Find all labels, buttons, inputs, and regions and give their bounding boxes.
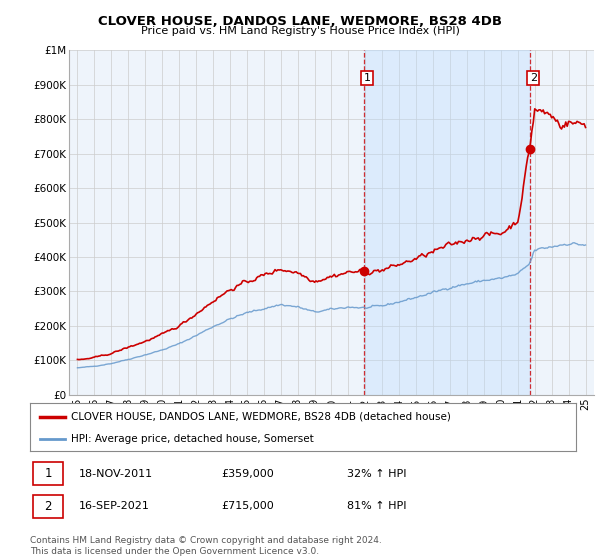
Text: 32% ↑ HPI: 32% ↑ HPI <box>347 469 406 479</box>
Text: 18-NOV-2011: 18-NOV-2011 <box>79 469 153 479</box>
Text: 81% ↑ HPI: 81% ↑ HPI <box>347 501 406 511</box>
Text: Price paid vs. HM Land Registry's House Price Index (HPI): Price paid vs. HM Land Registry's House … <box>140 26 460 36</box>
Text: 2: 2 <box>44 500 52 513</box>
FancyBboxPatch shape <box>33 495 63 518</box>
Text: CLOVER HOUSE, DANDOS LANE, WEDMORE, BS28 4DB (detached house): CLOVER HOUSE, DANDOS LANE, WEDMORE, BS28… <box>71 412 451 422</box>
Text: CLOVER HOUSE, DANDOS LANE, WEDMORE, BS28 4DB: CLOVER HOUSE, DANDOS LANE, WEDMORE, BS28… <box>98 15 502 28</box>
Text: 16-SEP-2021: 16-SEP-2021 <box>79 501 150 511</box>
Text: Contains HM Land Registry data © Crown copyright and database right 2024.
This d: Contains HM Land Registry data © Crown c… <box>30 536 382 556</box>
Text: HPI: Average price, detached house, Somerset: HPI: Average price, detached house, Some… <box>71 434 314 444</box>
FancyBboxPatch shape <box>33 462 63 485</box>
Text: 1: 1 <box>44 467 52 480</box>
Text: £359,000: £359,000 <box>221 469 274 479</box>
Text: 1: 1 <box>364 73 371 83</box>
Bar <box>364 50 530 395</box>
Text: £715,000: £715,000 <box>221 501 274 511</box>
Text: 2: 2 <box>530 73 537 83</box>
